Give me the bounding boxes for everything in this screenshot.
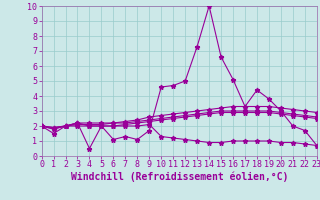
X-axis label: Windchill (Refroidissement éolien,°C): Windchill (Refroidissement éolien,°C) [70,172,288,182]
